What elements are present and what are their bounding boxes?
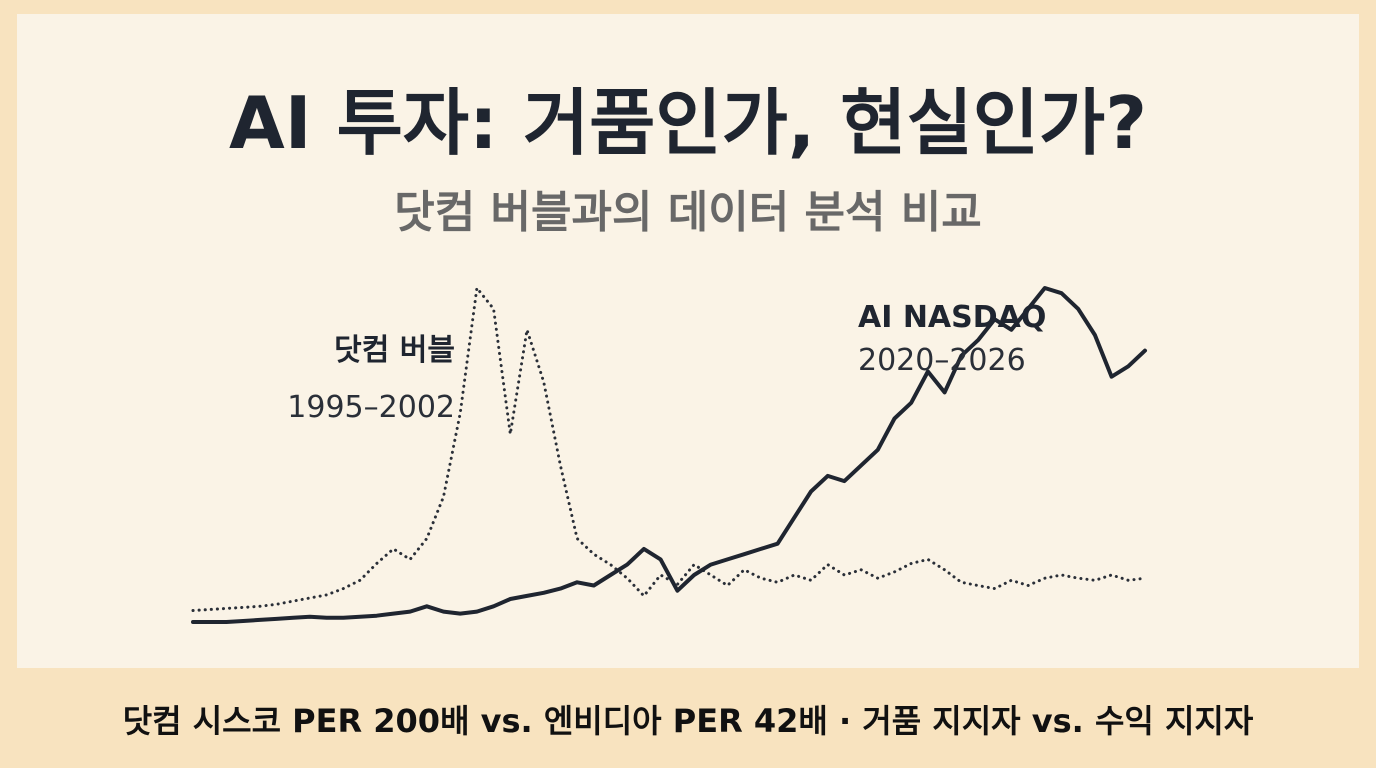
series-line-1: [191, 286, 1147, 624]
series-name-label-1: AI NASDAQ: [858, 300, 1046, 335]
chart-card: [17, 14, 1359, 668]
series-period-label-1: 2020–2026: [858, 343, 1026, 378]
series-name-label-0: 닷컴 버블: [334, 333, 455, 368]
page-subtitle: 닷컴 버블과의 데이터 분석 비교: [394, 187, 982, 238]
page-title: AI 투자: 거품인가, 현실인가?: [228, 81, 1148, 165]
footer-caption: 닷컴 시스코 PER 200배 vs. 엔비디아 PER 42배 · 거품 지지…: [122, 702, 1254, 740]
series-period-label-0: 1995–2002: [287, 390, 455, 425]
